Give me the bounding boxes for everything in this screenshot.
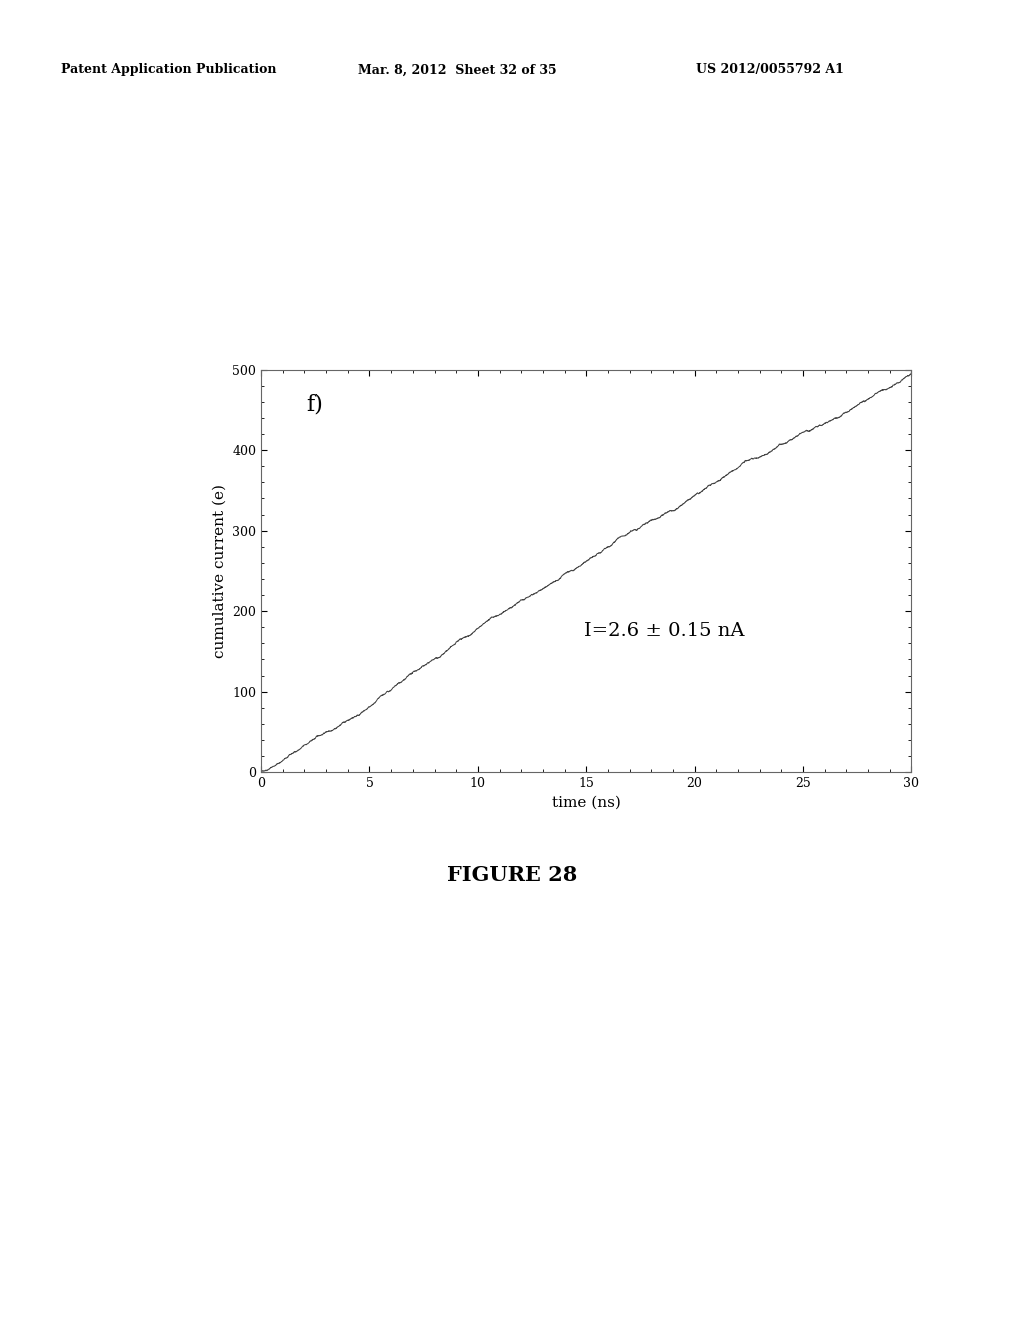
Y-axis label: cumulative current (e): cumulative current (e) [213,484,226,657]
Text: FIGURE 28: FIGURE 28 [446,865,578,884]
X-axis label: time (ns): time (ns) [552,796,621,809]
Text: Patent Application Publication: Patent Application Publication [61,63,276,77]
Text: US 2012/0055792 A1: US 2012/0055792 A1 [696,63,844,77]
Text: I=2.6 ± 0.15 nA: I=2.6 ± 0.15 nA [584,622,744,640]
Text: Mar. 8, 2012  Sheet 32 of 35: Mar. 8, 2012 Sheet 32 of 35 [358,63,557,77]
Text: f): f) [306,393,324,416]
